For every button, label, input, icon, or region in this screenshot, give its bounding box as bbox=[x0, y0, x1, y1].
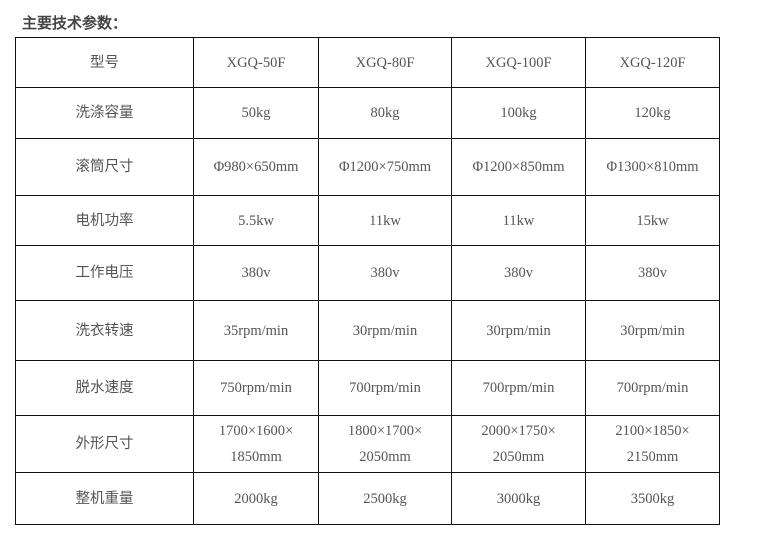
table-row: 工作电压 380v 380v 380v 380v bbox=[15, 245, 720, 301]
table-cell: 15kw bbox=[585, 195, 720, 246]
table-cell: 1700×1600×1850mm bbox=[193, 415, 319, 473]
row-label: 工作电压 bbox=[15, 245, 194, 301]
table-cell: 2000×1750×2050mm bbox=[451, 415, 586, 473]
table-row: 洗衣转速 35rpm/min 30rpm/min 30rpm/min 30rpm/min bbox=[15, 300, 720, 361]
table-cell: 120kg bbox=[585, 87, 720, 139]
row-label: 整机重量 bbox=[15, 472, 194, 525]
table-cell: 30rpm/min bbox=[318, 300, 452, 361]
table-cell: 80kg bbox=[318, 87, 452, 139]
table-cell: 2000kg bbox=[193, 472, 319, 525]
table-cell: 3000kg bbox=[451, 472, 586, 525]
dimensions-value: 2100×1850×2150mm bbox=[615, 423, 690, 465]
table-cell: 50kg bbox=[193, 87, 319, 139]
dimensions-value: 1800×1700×2050mm bbox=[347, 423, 423, 465]
table-cell: 100kg bbox=[451, 87, 586, 139]
table-cell: 11kw bbox=[451, 195, 586, 246]
table-cell: XGQ-120F bbox=[585, 37, 720, 88]
dimensions-value: 2000×1750×2050mm bbox=[481, 423, 556, 465]
table-cell: 700rpm/min bbox=[585, 360, 720, 416]
row-label: 滚筒尺寸 bbox=[15, 138, 194, 196]
table-row: 外形尺寸 1700×1600×1850mm 1800×1700×2050mm 2000… bbox=[15, 415, 720, 473]
row-label: 脱水速度 bbox=[15, 360, 194, 416]
table-cell: 2500kg bbox=[318, 472, 452, 525]
table-row: 电机功率 5.5kw 11kw 11kw 15kw bbox=[15, 195, 720, 246]
table-row: 脱水速度 750rpm/min 700rpm/min 700rpm/min 700rpm… bbox=[15, 360, 720, 416]
row-label: 型号 bbox=[15, 37, 194, 88]
table-cell: XGQ-80F bbox=[318, 37, 452, 88]
table-cell: 700rpm/min bbox=[451, 360, 586, 416]
table-cell: 380v bbox=[318, 245, 452, 301]
table-cell: XGQ-50F bbox=[193, 37, 319, 88]
header-row: 型号 XGQ-50F XGQ-80F XGQ-100F XGQ-120F bbox=[15, 37, 720, 88]
row-label: 洗衣转速 bbox=[15, 300, 194, 361]
table-row: 整机重量 2000kg 2500kg 3000kg 3500kg bbox=[15, 472, 720, 525]
table-cell: 380v bbox=[451, 245, 586, 301]
table-cell: 380v bbox=[585, 245, 720, 301]
table-cell: 3500kg bbox=[585, 472, 720, 525]
table-cell: 11kw bbox=[318, 195, 452, 246]
table-cell: 380v bbox=[193, 245, 319, 301]
table-cell: Φ980×650mm bbox=[193, 138, 319, 196]
row-label: 电机功率 bbox=[15, 195, 194, 246]
table-cell: 35rpm/min bbox=[193, 300, 319, 361]
table-row: 洗涤容量 50kg 80kg 100kg 120kg bbox=[15, 87, 720, 139]
table-cell: 5.5kw bbox=[193, 195, 319, 246]
table-cell: Φ1200×750mm bbox=[318, 138, 452, 196]
table-cell: 2100×1850×2150mm bbox=[585, 415, 720, 473]
table-cell: 30rpm/min bbox=[585, 300, 720, 361]
table-cell: 1800×1700×2050mm bbox=[318, 415, 452, 473]
row-label: 外形尺寸 bbox=[15, 415, 194, 473]
table-row: 滚筒尺寸 Φ980×650mm Φ1200×750mm Φ1200×850mm Φ130… bbox=[15, 138, 720, 196]
table-cell: 30rpm/min bbox=[451, 300, 586, 361]
table-cell: XGQ-100F bbox=[451, 37, 586, 88]
table-cell: Φ1200×850mm bbox=[451, 138, 586, 196]
section-title: 主要技术参数： bbox=[22, 16, 128, 32]
row-label: 洗涤容量 bbox=[15, 87, 194, 139]
spec-table: 型号 XGQ-50F XGQ-80F XGQ-100F XGQ-120F 洗涤容量 50kg… bbox=[15, 37, 720, 525]
dimensions-value: 1700×1600×1850mm bbox=[218, 423, 294, 465]
table-cell: Φ1300×810mm bbox=[585, 138, 720, 196]
table-cell: 750rpm/min bbox=[193, 360, 319, 416]
table-cell: 700rpm/min bbox=[318, 360, 452, 416]
